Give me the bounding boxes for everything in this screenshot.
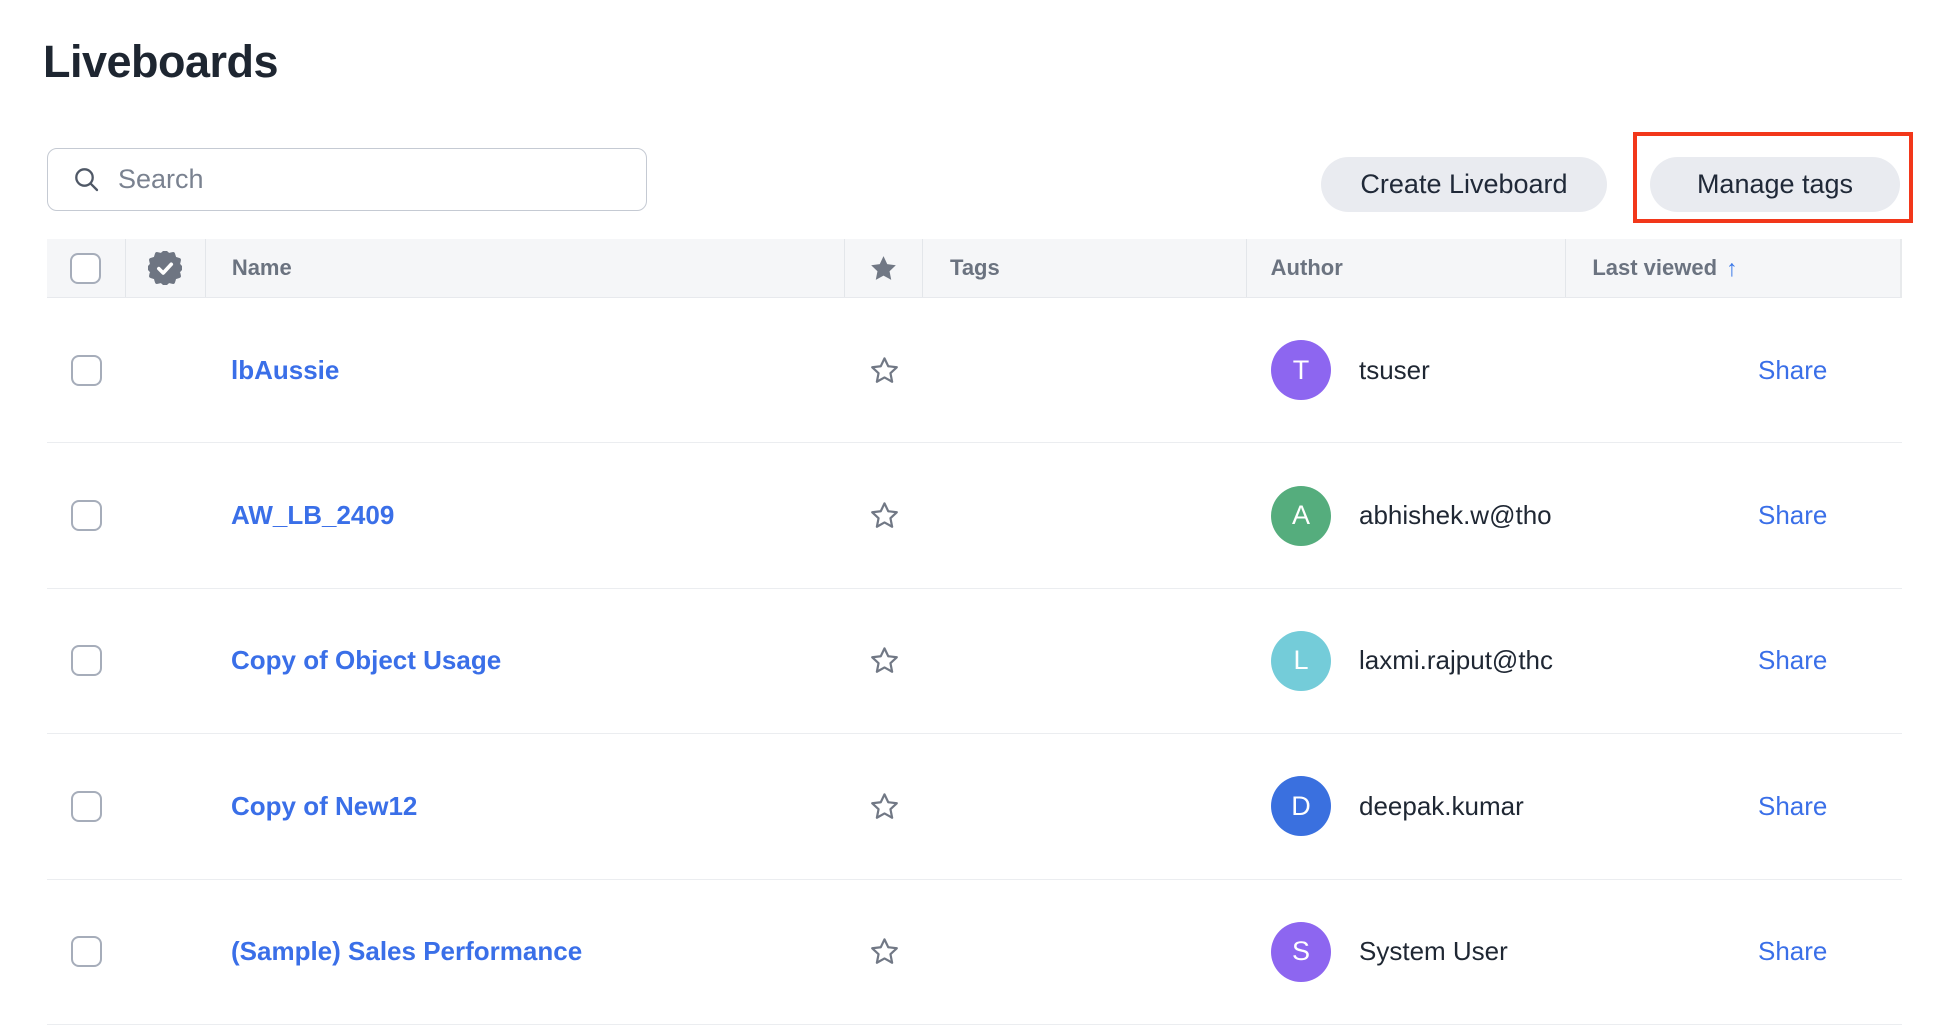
share-link[interactable]: Share xyxy=(1758,354,1828,385)
star-outline-icon xyxy=(870,793,898,819)
search-box[interactable] xyxy=(47,148,647,211)
column-header-last-viewed[interactable]: Last viewed ↑ xyxy=(1565,239,1900,297)
liveboard-name-link[interactable]: Copy of Object Usage xyxy=(231,645,502,676)
table-row: Copy of New12 D deepak.kumar Share xyxy=(47,734,1902,880)
author-cell: S System User xyxy=(1247,880,1567,1024)
liveboard-name-link[interactable]: (Sample) Sales Performance xyxy=(231,936,583,967)
author-name: abhishek.w@tho xyxy=(1359,500,1552,531)
author-cell: T tsuser xyxy=(1247,298,1567,442)
tags-cell xyxy=(923,880,1247,1024)
star-column-header-icon[interactable] xyxy=(869,254,898,283)
manage-tags-button[interactable]: Manage tags xyxy=(1650,157,1900,212)
row-checkbox[interactable] xyxy=(70,790,102,822)
avatar: D xyxy=(1271,776,1331,837)
liveboard-name-link[interactable]: lbAussie xyxy=(231,354,340,385)
liveboard-name-link[interactable]: Copy of New12 xyxy=(231,790,418,821)
author-cell: D deepak.kumar xyxy=(1247,734,1567,878)
page-title: Liveboards xyxy=(43,36,279,87)
favorite-star-button[interactable] xyxy=(869,936,900,967)
star-outline-icon xyxy=(870,938,898,965)
sort-ascending-arrow-icon: ↑ xyxy=(1726,254,1738,281)
author-cell: A abhishek.w@tho xyxy=(1247,443,1567,587)
table-row: Copy of Object Usage L laxmi.rajput@thc … xyxy=(47,588,1902,735)
table-row: (Sample) Sales Performance S System User… xyxy=(47,879,1902,1025)
tags-cell xyxy=(923,734,1247,878)
tags-cell xyxy=(923,443,1247,587)
favorite-star-button[interactable] xyxy=(869,791,900,822)
row-checkbox[interactable] xyxy=(70,500,102,532)
table-row: AW_LB_2409 A abhishek.w@tho Share xyxy=(47,443,1902,589)
share-link[interactable]: Share xyxy=(1758,936,1828,967)
create-liveboard-button[interactable]: Create Liveboard xyxy=(1321,157,1607,212)
table-row: lbAussie T tsuser Share xyxy=(47,298,1902,444)
star-outline-icon xyxy=(870,502,898,528)
avatar: S xyxy=(1271,921,1331,982)
avatar: T xyxy=(1271,340,1331,401)
star-outline-icon xyxy=(870,647,898,674)
author-name: deepak.kumar xyxy=(1359,790,1524,821)
favorite-star-button[interactable] xyxy=(869,355,900,386)
column-header-name[interactable]: Name xyxy=(204,239,844,297)
liveboard-name-link[interactable]: AW_LB_2409 xyxy=(231,500,395,531)
avatar: L xyxy=(1271,630,1331,691)
last-viewed-label: Last viewed xyxy=(1592,255,1718,280)
author-name: System User xyxy=(1359,936,1508,967)
tags-cell xyxy=(923,589,1247,733)
column-header-tags[interactable]: Tags xyxy=(922,239,1246,297)
verified-badge-icon xyxy=(148,251,183,285)
share-link[interactable]: Share xyxy=(1758,790,1828,821)
author-cell: L laxmi.rajput@thc xyxy=(1247,589,1567,733)
author-name: tsuser xyxy=(1359,354,1430,385)
search-icon xyxy=(75,168,99,192)
row-checkbox[interactable] xyxy=(70,645,102,677)
star-outline-icon xyxy=(870,356,898,383)
avatar: A xyxy=(1271,485,1331,546)
share-link[interactable]: Share xyxy=(1758,500,1828,531)
table-header-row: Name Tags Author Last viewed ↑ xyxy=(47,239,1902,298)
favorite-star-button[interactable] xyxy=(869,500,900,531)
row-checkbox[interactable] xyxy=(70,936,102,968)
row-checkbox[interactable] xyxy=(70,354,102,386)
liveboards-table: Name Tags Author Last viewed ↑ lbAussie … xyxy=(47,239,1902,1025)
select-all-checkbox[interactable] xyxy=(70,252,102,284)
tags-cell xyxy=(923,298,1247,442)
favorite-star-button[interactable] xyxy=(869,645,900,676)
author-name: laxmi.rajput@thc xyxy=(1359,645,1554,676)
share-link[interactable]: Share xyxy=(1758,645,1828,676)
search-input[interactable] xyxy=(118,149,646,210)
column-header-author[interactable]: Author xyxy=(1245,239,1566,297)
